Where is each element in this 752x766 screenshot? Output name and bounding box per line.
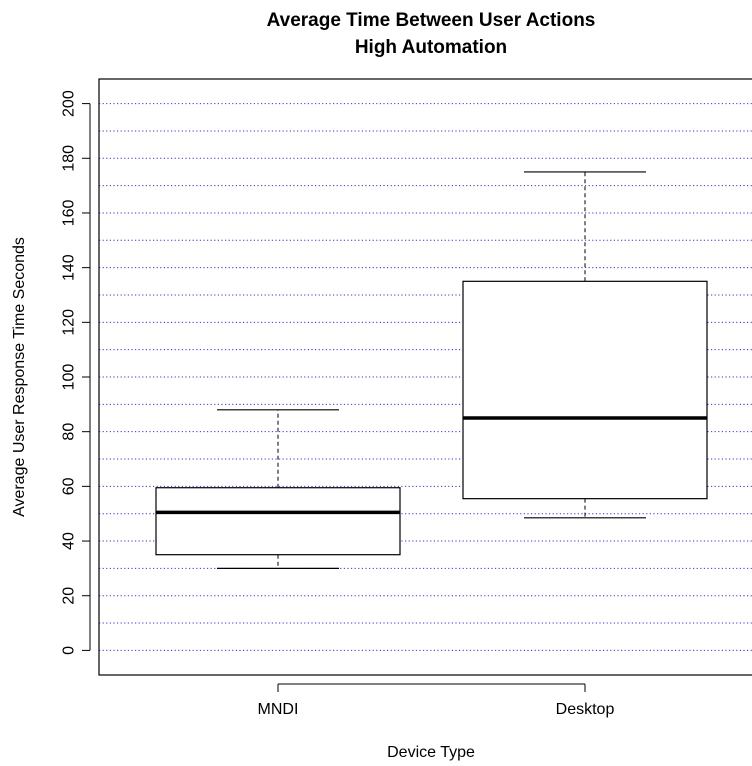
x-axis: MNDI Desktop [258, 683, 615, 718]
y-tick-label: 180 [61, 145, 78, 172]
y-axis: 0 20 40 60 80 100 120 140 160 180 200 [61, 90, 91, 655]
x-tick-label: Desktop [556, 701, 615, 718]
y-axis-label: Average User Response Time Seconds [11, 237, 28, 517]
y-tick-label: 160 [61, 200, 78, 227]
y-tick-label: 80 [61, 423, 78, 441]
chart-title-line-2: High Automation [355, 37, 507, 58]
y-tick-label: 120 [61, 309, 78, 336]
y-tick-label: 140 [61, 254, 78, 281]
y-tick-label: 20 [61, 587, 78, 605]
y-tick-label: 100 [61, 364, 78, 391]
box-iqr [155, 487, 401, 556]
y-tick-label: 0 [61, 646, 78, 655]
box-mndi [155, 409, 401, 569]
y-tick-label: 40 [61, 532, 78, 550]
x-axis-label: Device Type [387, 744, 475, 761]
x-tick-label: MNDI [258, 701, 299, 718]
box-iqr [462, 280, 708, 500]
chart-title-line-1: Average Time Between User Actions [267, 10, 596, 31]
box-desktop [462, 171, 708, 519]
plot-frame [98, 78, 752, 676]
y-tick-label: 200 [61, 90, 78, 117]
y-tick-label: 60 [61, 477, 78, 495]
box-group [155, 171, 708, 569]
